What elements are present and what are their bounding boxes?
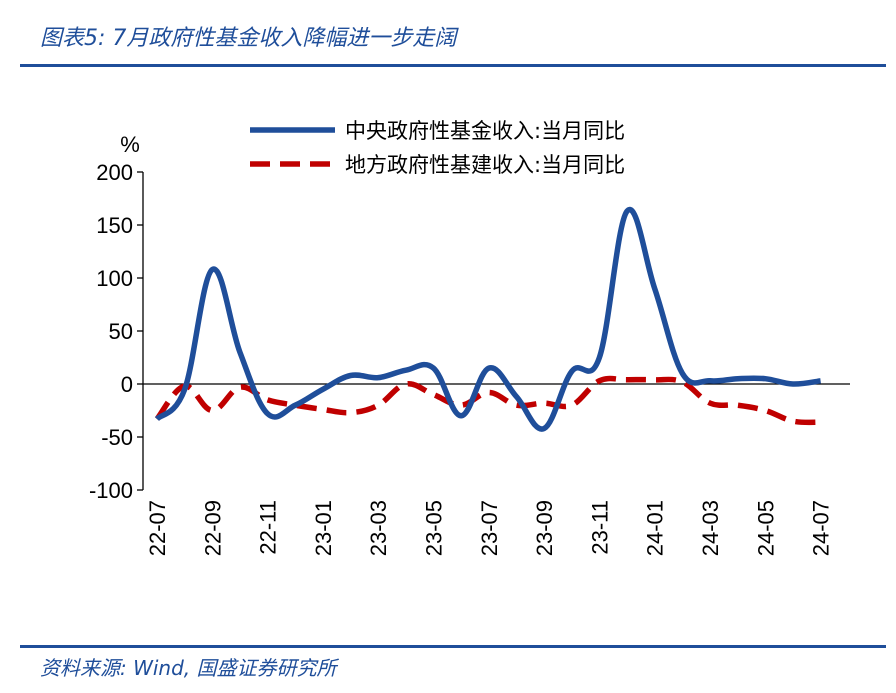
footer-rule [20,645,886,648]
y-tick-label: 100 [96,266,133,291]
y-tick-label: 150 [96,213,133,238]
source-note: 资料来源: Wind, 国盛证券研究所 [40,656,337,680]
y-tick-label: -50 [101,425,133,450]
x-tick-label: 24-01 [643,500,668,556]
y-tick-label: -100 [89,478,133,503]
x-tick-label: 23-11 [587,500,612,555]
x-tick-label: 22-11 [256,500,281,555]
x-tick-label: 23-09 [532,500,557,556]
x-tick-label: 23-01 [311,500,336,556]
x-tick-label: 22-09 [200,500,225,556]
x-tick-label: 23-05 [422,500,447,556]
y-tick-label: 200 [96,160,133,185]
chart-axes: 200 150 100 50 0 -50 -100% 22-07 22-09 22-11 23-01… [89,132,850,556]
series-line-central [154,206,821,432]
x-tick-label: 24-07 [809,500,834,556]
x-tick-label: 23-03 [366,500,391,556]
series-line-local [154,375,821,426]
x-tick-label: 24-05 [753,500,778,556]
chart-plot-area [154,206,821,432]
x-tick-label: 23-07 [477,500,502,556]
y-axis-label: % [120,132,140,157]
y-tick-label: 0 [121,372,133,397]
legend-label: 地方政府性基建收入:当月同比 [345,153,625,177]
x-tick-label: 22-07 [145,500,170,556]
legend-label: 中央政府性基金收入:当月同比 [345,119,625,143]
y-tick-label: 50 [109,319,133,344]
figure-title: 图表5: 7月政府性基金收入降幅进一步走阔 [40,26,457,51]
x-tick-label: 24-03 [698,500,723,556]
header-rule [20,64,886,67]
